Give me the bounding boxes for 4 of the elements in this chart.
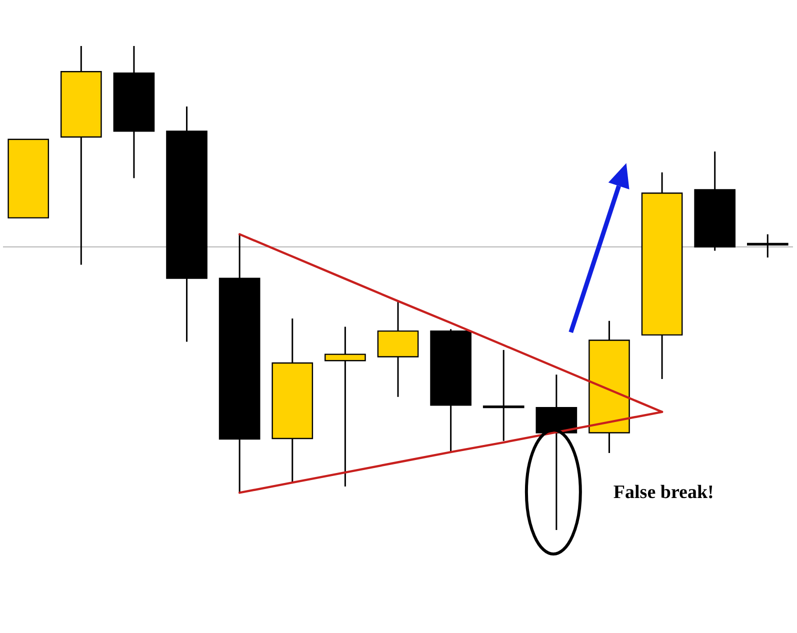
annotation: False break! <box>613 482 714 503</box>
candlestick <box>746 234 788 258</box>
candlestick <box>324 326 366 488</box>
candlestick <box>482 349 524 442</box>
